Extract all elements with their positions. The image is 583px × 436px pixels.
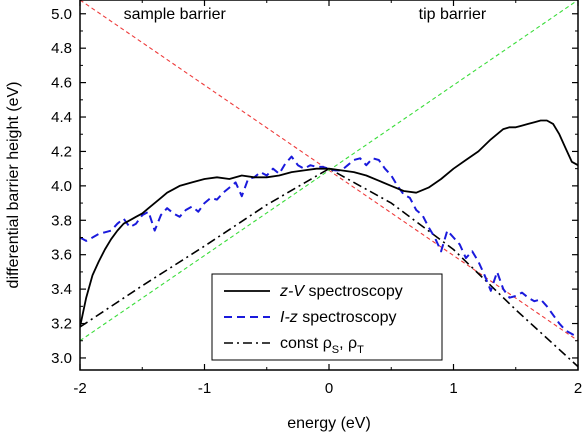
legend-label-text: , ρ <box>339 335 357 352</box>
legend-label: z-V spectroscopy <box>279 283 403 300</box>
x-tick-label: -1 <box>198 380 211 397</box>
series-layer <box>80 0 578 368</box>
x-tick-label: -2 <box>73 380 86 397</box>
y-tick-label: 4.6 <box>51 75 72 92</box>
plot-border <box>79 0 579 371</box>
series-line-4 <box>80 0 578 342</box>
legend-label-rest: spectroscopy <box>298 309 397 326</box>
legend-label-sub: T <box>357 344 364 356</box>
annotation-label: sample barrier <box>124 6 227 23</box>
y-tick-label: 3.8 <box>51 212 72 229</box>
legend-label-italic: z-V <box>279 283 305 300</box>
axes: -2 -1 0 1 2 3.0 3.2 3.4 3.6 3.8 4.0 4.2 4.4 4.6 4.8 5.0… <box>5 6 582 432</box>
y-tick-label: 4.4 <box>51 109 72 126</box>
legend-label: const ρS, ρT <box>280 335 364 356</box>
y-tick-label: 3.0 <box>51 350 72 367</box>
x-tick-label: 1 <box>449 380 457 397</box>
legend-label: I-z spectroscopy <box>280 309 397 326</box>
y-tick-label: 3.6 <box>51 247 72 264</box>
legend-label-text: const ρ <box>280 335 332 352</box>
y-tick-label: 3.4 <box>51 281 72 298</box>
y-tick-label: 3.2 <box>51 316 72 333</box>
x-axis-title: energy (eV) <box>287 415 371 432</box>
annotations: sample barrier tip barrier <box>124 6 487 23</box>
y-tick-label: 4.2 <box>51 143 72 160</box>
y-tick-label: 5.0 <box>51 6 72 23</box>
legend-label-sub: S <box>332 344 339 356</box>
legend-label-italic: I-z <box>280 309 298 326</box>
x-tick-label: 2 <box>574 380 582 397</box>
y-tick-label: 4.0 <box>51 178 72 195</box>
annotation-label: tip barrier <box>419 6 487 23</box>
y-tick-label: 4.8 <box>51 40 72 57</box>
series-line-1 <box>80 155 578 339</box>
legend-label-rest: spectroscopy <box>304 283 403 300</box>
x-tick-label: 0 <box>325 380 333 397</box>
series-line-2 <box>80 167 578 368</box>
series-line-0 <box>80 119 578 328</box>
plot-frame <box>79 0 579 371</box>
y-axis-title: differential barrier height (eV) <box>5 82 22 289</box>
